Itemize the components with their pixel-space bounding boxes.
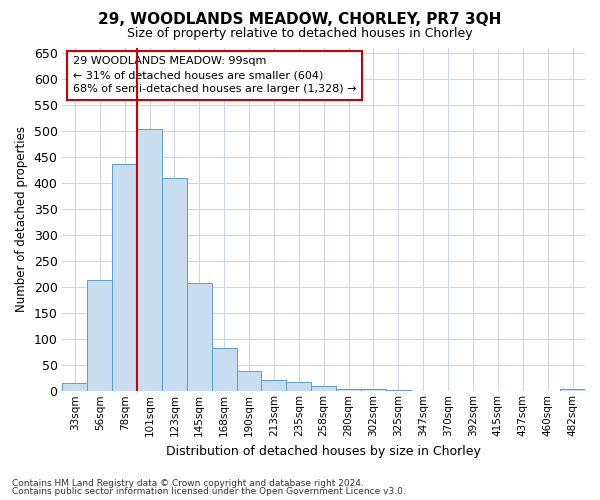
- Bar: [88, 280, 112, 392]
- Y-axis label: Number of detached properties: Number of detached properties: [15, 126, 28, 312]
- Bar: [112, 164, 137, 392]
- Bar: [137, 130, 162, 392]
- Text: 29 WOODLANDS MEADOW: 99sqm
← 31% of detached houses are smaller (604)
68% of sem: 29 WOODLANDS MEADOW: 99sqm ← 31% of deta…: [73, 56, 356, 94]
- Bar: [560, 389, 585, 392]
- X-axis label: Distribution of detached houses by size in Chorley: Distribution of detached houses by size …: [166, 444, 481, 458]
- Bar: [187, 284, 212, 392]
- Bar: [386, 390, 411, 392]
- Text: Contains public sector information licensed under the Open Government Licence v3: Contains public sector information licen…: [12, 487, 406, 496]
- Bar: [162, 178, 187, 392]
- Bar: [262, 380, 286, 392]
- Text: 29, WOODLANDS MEADOW, CHORLEY, PR7 3QH: 29, WOODLANDS MEADOW, CHORLEY, PR7 3QH: [98, 12, 502, 28]
- Bar: [286, 382, 311, 392]
- Text: Size of property relative to detached houses in Chorley: Size of property relative to detached ho…: [127, 28, 473, 40]
- Bar: [311, 386, 336, 392]
- Bar: [411, 390, 436, 392]
- Bar: [62, 384, 88, 392]
- Bar: [212, 348, 236, 392]
- Bar: [236, 372, 262, 392]
- Bar: [361, 389, 386, 392]
- Text: Contains HM Land Registry data © Crown copyright and database right 2024.: Contains HM Land Registry data © Crown c…: [12, 478, 364, 488]
- Bar: [336, 388, 361, 392]
